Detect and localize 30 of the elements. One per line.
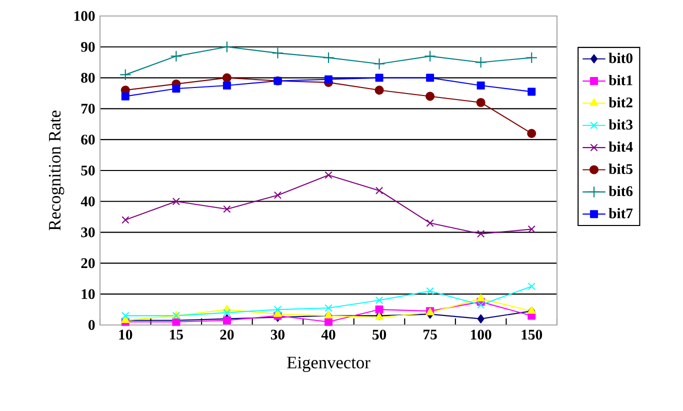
legend-label: bit4 — [608, 141, 633, 152]
x-tick-label: 100 — [470, 330, 492, 340]
x-tick-label: 15 — [170, 330, 183, 340]
y-tick-label: 0 — [88, 320, 95, 330]
y-tick-label: 60 — [81, 134, 95, 145]
legend-label: bit7 — [608, 208, 633, 218]
y-tick-label: 70 — [81, 104, 95, 114]
y-tick-label: 100 — [74, 11, 95, 21]
y-tick-label: 90 — [81, 42, 95, 52]
x-tick-label: 20 — [220, 330, 234, 340]
x-tick-label: 40 — [321, 330, 336, 340]
legend-label: bit1 — [608, 74, 632, 86]
legend-label: bit5 — [608, 164, 632, 174]
y-axis-title: Recognition Rate — [48, 110, 64, 230]
legend-label: bit6 — [608, 186, 633, 196]
x-tick-label: 30 — [270, 330, 284, 340]
x-axis-title: Eigenvector — [287, 356, 370, 372]
y-tick-label: 50 — [81, 166, 95, 176]
x-tick-label: 10 — [119, 330, 132, 340]
y-tick-label: 80 — [81, 72, 95, 83]
x-tick-label: 150 — [522, 330, 542, 340]
y-tick-label: 20 — [81, 258, 95, 268]
y-tick-label: 30 — [81, 227, 95, 238]
y-tick-label: 10 — [82, 289, 95, 300]
legend-label: bit2 — [608, 97, 632, 108]
legend-label: bit3 — [608, 119, 633, 130]
y-tick-label: 40 — [80, 196, 95, 206]
x-tick-label: 75 — [424, 330, 437, 340]
x-tick-label: 50 — [372, 330, 386, 340]
legend-label: bit0 — [608, 52, 632, 64]
